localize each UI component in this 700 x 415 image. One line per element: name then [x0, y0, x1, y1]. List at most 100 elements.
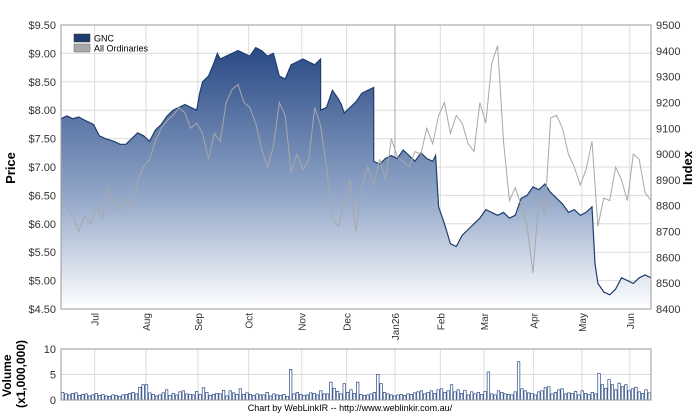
- volume-bar: [416, 391, 420, 401]
- volume-bar: [262, 394, 266, 401]
- volume-bar: [459, 393, 464, 401]
- volume-bar: [530, 393, 534, 401]
- volume-bar: [382, 392, 387, 401]
- all-ordinaries-line: [60, 45, 652, 273]
- volume-bar: [429, 390, 434, 401]
- volume-bar: [533, 394, 537, 401]
- volume-bar: [486, 371, 491, 401]
- volume-bar: [64, 393, 68, 401]
- date-tick-label: Jun: [626, 313, 637, 329]
- volume-bar: [87, 395, 92, 401]
- volume-bar: [527, 392, 531, 401]
- volume-bar: [215, 393, 219, 401]
- volume-bar: [547, 386, 551, 401]
- volume-bar: [319, 390, 323, 401]
- volume-bar: [71, 393, 75, 401]
- index-tick-label: 8400: [656, 304, 680, 316]
- volume-bar: [77, 395, 82, 401]
- volume-bar: [299, 394, 303, 401]
- volume-bars: [61, 361, 651, 401]
- volume-bar: [91, 394, 95, 401]
- volume-bar: [372, 392, 377, 401]
- volume-bar: [449, 384, 454, 401]
- gnc-price-line: [60, 46, 652, 296]
- price-tick-label: $9.50: [28, 20, 56, 32]
- volume-bar: [396, 394, 400, 401]
- volume-bar: [218, 393, 222, 401]
- date-tick-label: Sep: [194, 313, 205, 331]
- volume-bar: [604, 387, 608, 401]
- volume-bar: [470, 391, 474, 401]
- volume-bar: [500, 392, 504, 401]
- price-frame-rect: [60, 24, 652, 310]
- volume-bar: [128, 393, 132, 401]
- volume-bar: [456, 389, 460, 401]
- volume-tick-label: 0: [50, 395, 56, 407]
- volume-bar: [161, 392, 165, 401]
- volume-bar: [282, 394, 286, 401]
- volume-bar: [175, 394, 179, 401]
- volume-bar: [97, 395, 102, 401]
- volume-bar: [453, 391, 457, 401]
- volume-bar: [349, 389, 353, 401]
- price-axis-label: Price: [3, 152, 18, 184]
- volume-bar: [446, 390, 450, 401]
- volume-bar: [188, 394, 192, 401]
- volume-bar: [295, 392, 299, 401]
- volume-bar: [205, 392, 209, 401]
- volume-bar: [242, 394, 246, 401]
- volume-bar: [335, 390, 340, 401]
- volume-bar: [630, 388, 635, 401]
- volume-bar: [278, 395, 283, 401]
- volume-bar: [208, 395, 212, 401]
- volume-bar: [235, 394, 239, 401]
- volume-bar: [164, 389, 169, 401]
- volume-bar: [315, 394, 320, 401]
- date-tick-label: Jan26: [391, 313, 402, 341]
- volume-bar: [309, 392, 313, 401]
- volume-bar: [168, 395, 172, 401]
- volume-bar: [480, 394, 484, 401]
- volume-bar: [339, 393, 343, 401]
- volume-bar: [590, 392, 594, 401]
- volume-bar: [81, 394, 85, 401]
- volume-bar: [389, 394, 393, 401]
- date-tick-label: Nov: [298, 313, 309, 331]
- all-ordinaries-path: [60, 45, 652, 273]
- volume-bar: [238, 388, 242, 401]
- date-tick-label: Dec: [343, 313, 354, 331]
- volume-bar: [553, 392, 558, 401]
- price-tick-label: $6.00: [28, 219, 56, 231]
- volume-bar: [419, 390, 423, 401]
- index-tick-label: 9100: [656, 123, 680, 135]
- volume-bar: [399, 394, 403, 401]
- volume-bar: [148, 392, 152, 401]
- volume-bar: [439, 388, 444, 401]
- volume-bar: [329, 381, 333, 401]
- price-tick-label: $5.00: [28, 276, 56, 288]
- volume-bar: [255, 393, 259, 401]
- volume-bar: [181, 390, 185, 401]
- volume-bar: [195, 390, 199, 401]
- volume-bar: [248, 394, 253, 401]
- volume-bar: [265, 392, 269, 401]
- volume-bar: [577, 394, 581, 401]
- volume-bar: [258, 394, 263, 401]
- volume-bar: [436, 389, 440, 401]
- legend-label-all-ordinaries: All Ordinaries: [94, 44, 149, 54]
- price-tick-label: $7.00: [28, 162, 56, 174]
- volume-bar: [131, 392, 135, 401]
- volume-bar: [540, 390, 544, 401]
- volume-bar: [473, 393, 477, 401]
- volume-axis-label: Volume (x1,000,000): [0, 340, 28, 408]
- index-axis-label: Index: [680, 150, 695, 185]
- volume-bar: [476, 392, 480, 401]
- volume-bar: [302, 395, 306, 401]
- price-tick-label: $6.50: [28, 190, 56, 202]
- volume-bar: [322, 393, 326, 401]
- volume-bar: [114, 395, 118, 401]
- volume-bar: [111, 394, 115, 401]
- volume-bar: [513, 391, 517, 401]
- volume-bar: [496, 390, 501, 401]
- volume-bar: [503, 393, 507, 401]
